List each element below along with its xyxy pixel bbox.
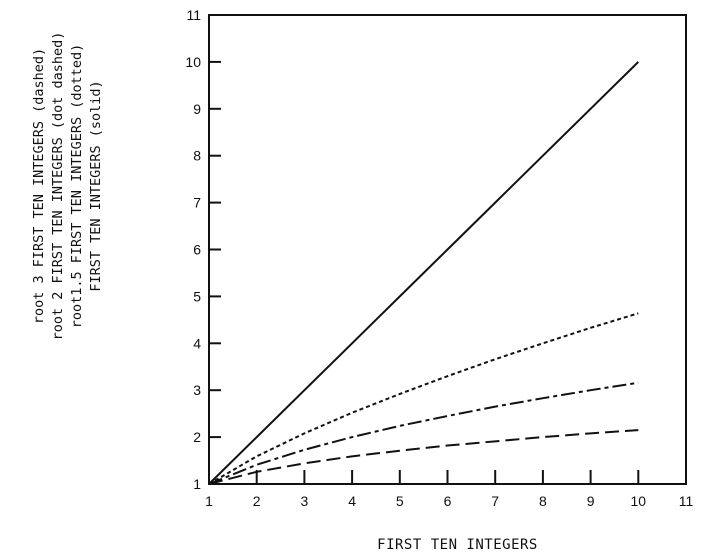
x-axis-label: FIRST TEN INTEGERS <box>377 537 538 553</box>
y-tick-label: 10 <box>185 54 201 70</box>
y-axis-label-line: FIRST TEN INTEGERS (solid) <box>88 80 104 291</box>
x-tick-label: 7 <box>491 493 499 509</box>
y-tick-label: 6 <box>193 242 201 258</box>
y-tick-label: 3 <box>193 382 201 398</box>
y-tick-label: 9 <box>193 101 201 117</box>
y-tick-label: 7 <box>193 195 201 211</box>
series-line-dashdot <box>208 381 639 485</box>
x-tick-label: 3 <box>301 493 309 509</box>
x-tick-label: 4 <box>348 493 356 509</box>
series <box>208 61 640 485</box>
y-axis-label-line: root 3 FIRST TEN INTEGERS (dashed) <box>31 48 47 324</box>
series-line-dotted <box>208 312 639 485</box>
y-tick-label: 2 <box>193 429 201 445</box>
x-tick-label: 8 <box>539 493 547 509</box>
x-tick-label: 9 <box>587 493 595 509</box>
y-tick-label: 8 <box>193 148 201 164</box>
y-tick-label: 11 <box>186 7 201 23</box>
x-tick-label: 11 <box>679 493 694 509</box>
series-line-solid <box>208 61 640 485</box>
y-tick-label: 5 <box>193 288 201 304</box>
y-axis-label-line: root1.5 FIRST TEN INTEGERS (dotted) <box>69 44 85 328</box>
x-tick-label: 10 <box>631 493 647 509</box>
x-tick-label: 2 <box>253 493 261 509</box>
y-tick-label: 4 <box>193 335 201 351</box>
series-line-dashed <box>208 429 639 485</box>
x-tick-label: 1 <box>205 493 213 509</box>
y-axis-label: root 3 FIRST TEN INTEGERS (dashed) root 2… <box>31 32 104 341</box>
y-tick-label: 1 <box>193 476 201 492</box>
x-tick-label: 5 <box>396 493 404 509</box>
plot-frame <box>208 14 687 485</box>
x-tick-label: 6 <box>444 493 452 509</box>
y-axis-label-line: root 2 FIRST TEN INTEGERS (dot dashed) <box>50 32 66 341</box>
